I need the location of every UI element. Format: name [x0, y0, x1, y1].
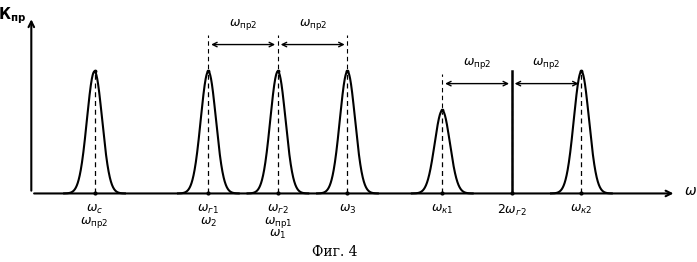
Text: $\omega_{\rm пр2}$: $\omega_{\rm пр2}$ — [229, 17, 257, 32]
Text: $\omega_{\rm пр2}$: $\omega_{\rm пр2}$ — [463, 56, 491, 72]
Text: $\omega_{\rm пр2}$: $\omega_{\rm пр2}$ — [533, 56, 561, 72]
Text: $\omega_2$: $\omega_2$ — [200, 215, 217, 228]
Text: $\omega_c$: $\omega_c$ — [86, 203, 103, 216]
Text: $\omega_{к1}$: $\omega_{к1}$ — [431, 203, 454, 216]
Text: $\omega_3$: $\omega_3$ — [339, 203, 356, 216]
Text: $\omega_{г2}$: $\omega_{г2}$ — [267, 203, 289, 216]
Text: $\omega_{\rm пр1}$: $\omega_{\rm пр1}$ — [263, 215, 292, 230]
Text: $2\omega_{г2}$: $2\omega_{г2}$ — [497, 203, 527, 218]
Text: $\omega_{\rm пр2}$: $\omega_{\rm пр2}$ — [80, 215, 109, 230]
Text: $\omega_{к2}$: $\omega_{к2}$ — [570, 203, 592, 216]
Text: $\omega_{\rm пр2}$: $\omega_{\rm пр2}$ — [298, 17, 327, 32]
Text: $\mathbf{К}_{\mathbf{пр}}$: $\mathbf{К}_{\mathbf{пр}}$ — [0, 6, 26, 26]
Text: $\omega$: $\omega$ — [684, 184, 697, 198]
Text: $\omega_1$: $\omega_1$ — [269, 228, 286, 241]
Text: $\omega_{г1}$: $\omega_{г1}$ — [197, 203, 220, 216]
Text: Фиг. 4: Фиг. 4 — [312, 245, 358, 259]
